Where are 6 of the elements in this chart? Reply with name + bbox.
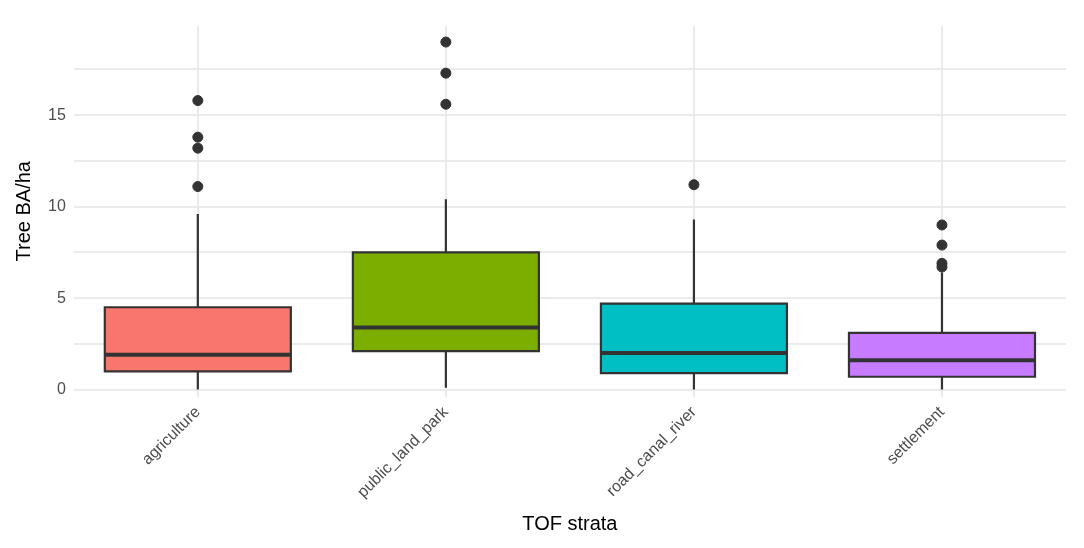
- y-tick-label: 5: [56, 288, 66, 306]
- y-axis-title: Tree BA/ha: [11, 160, 34, 262]
- x-axis-title: TOF strata: [522, 511, 619, 534]
- y-tick-label: 15: [48, 105, 66, 123]
- y-tick-label: 0: [56, 379, 66, 397]
- y-tick-label: 10: [48, 197, 66, 215]
